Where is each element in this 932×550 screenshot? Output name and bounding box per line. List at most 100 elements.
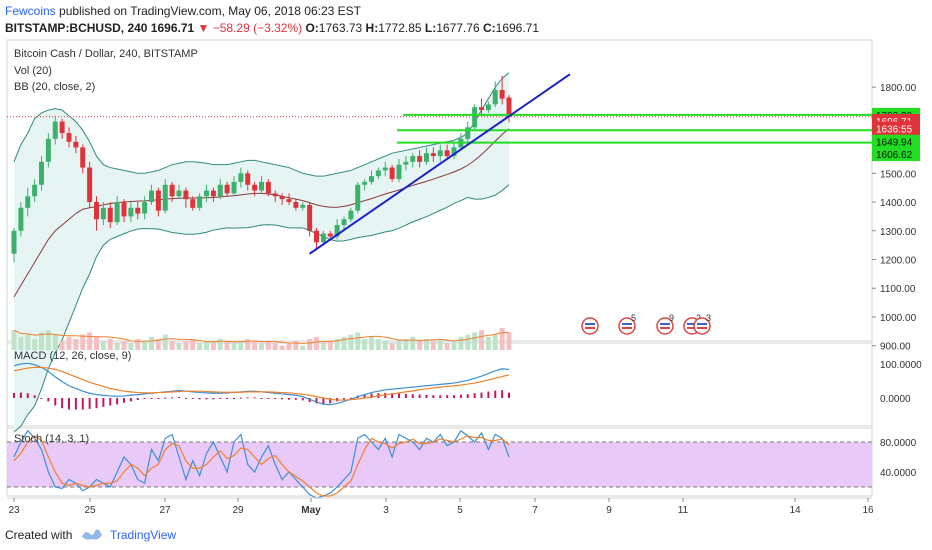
macd-histogram-bar xyxy=(260,398,263,399)
candle-body xyxy=(369,176,374,182)
macd-histogram-bar xyxy=(68,398,70,410)
stoch-legend: Stoch (14, 3, 1) xyxy=(14,433,89,445)
volume-bar xyxy=(424,339,429,350)
candle-body xyxy=(410,156,416,162)
candle-body xyxy=(197,196,203,208)
stoch-band-fill xyxy=(7,442,872,487)
candle-body xyxy=(506,97,512,117)
price-label: 1649.94 xyxy=(876,138,913,149)
candle-body xyxy=(444,150,450,157)
close-label: C: xyxy=(479,21,496,35)
candle-body xyxy=(293,202,299,208)
macd-histogram-bar xyxy=(40,398,43,399)
time-axis-label: 7 xyxy=(532,505,538,516)
event-count-label: 9 xyxy=(669,313,674,323)
macd-histogram-bar xyxy=(136,398,139,401)
candle-body xyxy=(396,164,402,180)
candle-body xyxy=(424,153,429,162)
time-axis-label: May xyxy=(301,505,321,516)
candle-body xyxy=(80,147,86,168)
volume-bar xyxy=(265,341,271,350)
candle-body xyxy=(11,230,17,254)
macd-histogram-bar xyxy=(184,398,187,399)
macd-histogram-bar xyxy=(391,393,394,398)
macd-histogram-bar xyxy=(81,398,84,410)
volume-bar xyxy=(114,343,120,350)
macd-histogram-bar xyxy=(191,398,194,399)
macd-histogram-bar xyxy=(246,397,249,399)
volume-bar xyxy=(25,334,31,350)
candle-body xyxy=(265,181,271,194)
volume-bar xyxy=(458,336,464,350)
macd-histogram-bar xyxy=(370,393,373,398)
candle-body xyxy=(382,167,388,171)
volume-bar xyxy=(238,341,244,350)
macd-histogram-bar xyxy=(432,395,435,398)
event-flag-stripe xyxy=(660,327,670,329)
volume-bar xyxy=(369,336,374,350)
volume-bar xyxy=(403,339,409,350)
volume-bar xyxy=(18,336,24,350)
event-flag-stripe xyxy=(585,327,595,329)
candle-body xyxy=(362,181,368,185)
volume-bar xyxy=(437,339,443,350)
macd-histogram-bar xyxy=(459,394,462,398)
volume-bar xyxy=(52,334,58,350)
macd-histogram-bar xyxy=(116,398,119,405)
candle-body xyxy=(485,104,491,111)
time-axis-label: 23 xyxy=(8,505,20,516)
macd-histogram-bar xyxy=(205,398,208,400)
volume-bar xyxy=(320,343,326,350)
price-label: 1606.62 xyxy=(876,150,913,161)
macd-histogram-bar xyxy=(294,398,297,400)
macd-histogram-bar xyxy=(329,398,332,404)
candle-body xyxy=(286,199,292,203)
volume-bar xyxy=(362,339,368,350)
event-flag-stripe xyxy=(585,323,595,325)
candle-body xyxy=(25,196,31,208)
volume-bar xyxy=(66,336,72,350)
candle-body xyxy=(245,173,251,185)
chart-area[interactable]: 900.00 1000.00 1100.00 1200.00 1300.00 1400.0… xyxy=(0,38,932,520)
publish-info: published on TradingView.com, May 06, 20… xyxy=(55,4,361,18)
price-axis-label: 1000.00 xyxy=(880,313,917,324)
volume-bar xyxy=(80,334,86,350)
trendline xyxy=(309,73,571,255)
event-flag-stripe xyxy=(697,327,707,329)
macd-histogram-bar xyxy=(198,398,201,400)
candle-body xyxy=(45,138,51,162)
volume-bar xyxy=(355,332,361,350)
macd-histogram-bar xyxy=(363,394,366,398)
macd-histogram-bar xyxy=(150,398,153,399)
volume-bar xyxy=(472,332,478,350)
candle-body xyxy=(100,207,106,220)
macd-histogram-bar xyxy=(494,390,497,398)
volume-bar xyxy=(204,341,209,350)
time-axis-label: 29 xyxy=(232,505,244,516)
time-axis-label: 14 xyxy=(789,505,801,516)
high-label: H: xyxy=(362,21,379,35)
tradingview-brand-link[interactable]: TradingView xyxy=(110,528,177,542)
created-with-label: Created with xyxy=(5,528,73,542)
macd-histogram-bar xyxy=(288,398,290,400)
candle-body xyxy=(465,127,471,139)
candle-body xyxy=(66,133,72,142)
volume-bar xyxy=(155,339,161,350)
volume-bar xyxy=(100,341,106,350)
volume-bar xyxy=(176,343,182,350)
candle-body xyxy=(279,196,285,200)
candle-body xyxy=(403,161,409,165)
macd-histogram-bar xyxy=(88,398,91,409)
candle-body xyxy=(107,207,113,223)
tradingview-logo-icon[interactable] xyxy=(80,525,104,543)
candle-body xyxy=(307,204,313,231)
volume-bar xyxy=(32,339,38,350)
candle-body xyxy=(114,202,120,223)
event-flag-icon xyxy=(581,317,599,335)
volume-bar xyxy=(162,334,168,350)
volume-bar xyxy=(499,328,505,350)
macd-histogram-bar xyxy=(13,392,15,398)
macd-histogram-bar xyxy=(109,398,112,406)
macd-histogram-bar xyxy=(129,398,132,402)
author-link[interactable]: Fewcoins xyxy=(5,4,56,18)
